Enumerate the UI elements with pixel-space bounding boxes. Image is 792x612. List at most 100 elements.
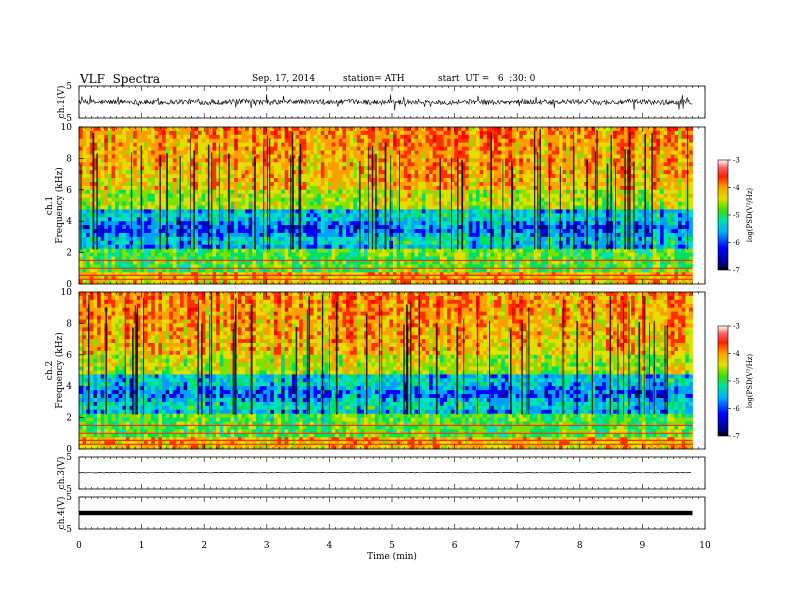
ch1-spectrogram-cell	[400, 217, 405, 222]
ch1-spectrogram-cell	[176, 229, 181, 234]
ch1-spectrogram-cell	[349, 205, 354, 210]
ch1-spectrogram-cell	[641, 205, 646, 210]
ch1-spectrogram-cell	[241, 158, 246, 163]
ch1-spectrogram-cell	[443, 130, 448, 136]
ch1-spectrogram-cell	[277, 150, 282, 155]
ch1-spectrogram-cell	[490, 217, 495, 222]
ch1-spectrogram-cell	[663, 205, 668, 210]
ch1-spectrogram-cell	[652, 189, 657, 195]
ch1-spectrogram-cell	[302, 166, 307, 171]
ch1-spectrogram-cell	[465, 146, 470, 151]
ch1-spectrogram-cell	[364, 217, 369, 222]
ch1-spectrogram-cell	[461, 205, 466, 210]
ch1-spectrogram-cell	[346, 127, 351, 132]
ch1-spectrogram-cell	[378, 232, 383, 238]
ch1-spectrogram-cell	[537, 150, 542, 155]
ch1-spectrogram-cell	[573, 174, 578, 179]
ch1-spectrogram-cell	[656, 232, 661, 238]
ch1-spectrogram-cell	[414, 150, 419, 155]
ch1-spectrogram-cell	[136, 185, 141, 191]
ch1-spectrogram-cell	[82, 166, 87, 171]
ch1-spectrogram-cell	[259, 217, 264, 222]
ch1-spectrogram-cell	[688, 127, 693, 132]
ch1-spectrogram-cell	[259, 150, 264, 155]
ch1-spectrogram-cell	[555, 201, 560, 206]
ch1-spectrogram-cell	[530, 225, 535, 230]
ch1-spectrogram-cell	[573, 225, 578, 230]
ch1-spectrogram-cell	[634, 158, 639, 163]
ch1-spectrogram-cell	[660, 158, 665, 163]
ch1-spectrogram-cell	[537, 201, 542, 206]
ch1-spectrogram-cell	[439, 201, 444, 206]
ch1-spectrogram-cell	[284, 150, 289, 155]
ch1-spectrogram-cell	[169, 213, 174, 218]
ch1-spectrogram-cell	[577, 174, 582, 179]
ch1-spectrogram-cell	[605, 158, 610, 163]
ch1-spectrogram-cell	[414, 166, 419, 171]
ch1-spectrogram-cell	[526, 217, 531, 222]
ch1-spectrogram-cell	[389, 154, 394, 159]
ch1-spectrogram-cell	[147, 197, 152, 202]
ch1-spectrogram-cell	[273, 201, 278, 206]
ch1-spectrogram-cell	[219, 178, 224, 183]
ch1-spectrogram-cell	[382, 189, 387, 195]
ch1-spectrogram-cell	[147, 213, 152, 218]
ch1-spectrogram-cell	[281, 174, 286, 179]
ch1-spectrogram-cell	[331, 150, 336, 155]
ch1-spectrogram-cell	[490, 162, 495, 167]
ch1-spectrogram-cell	[299, 134, 304, 140]
ch1-spectrogram-cell	[295, 150, 300, 155]
ch1-spectrogram-cell	[418, 205, 423, 210]
ch1-spectrogram-cell	[569, 134, 574, 140]
ch1-spectrogram-cell	[584, 127, 589, 132]
ch1-spectrogram-cell	[436, 158, 441, 163]
ch1-spectrogram-cell	[602, 127, 607, 132]
ch1-spectrogram-cell	[306, 127, 311, 132]
ch1-spectrogram-cell	[602, 225, 607, 230]
ch1-spectrogram-cell	[468, 209, 473, 214]
ch1-spectrogram-cell	[475, 146, 480, 151]
ch1-spectrogram-cell	[497, 197, 502, 202]
ch1-spectrogram-cell	[620, 138, 625, 144]
ch1-spectrogram-cell	[378, 150, 383, 155]
ch1-spectrogram-cell	[497, 232, 502, 238]
ch1-spectrogram-cell	[400, 189, 405, 195]
ch1-spectrogram-cell	[353, 229, 358, 234]
ch1-spectrogram-cell	[613, 154, 618, 159]
ch1-spectrogram-cell	[587, 162, 592, 167]
ch1-spectrogram-cell	[396, 221, 401, 226]
ch1-spectrogram-cell	[140, 229, 145, 234]
ch1-spectrogram-cell	[389, 185, 394, 191]
ch1-spectrogram-cell	[122, 174, 127, 179]
ch1-spectrogram-cell	[118, 217, 123, 222]
ch1-spectrogram-cell	[140, 178, 145, 183]
ch1-spectrogram-cell	[183, 154, 188, 159]
ch1-spectrogram-cell	[432, 193, 437, 199]
ch1-spectrogram-cell	[320, 134, 325, 140]
ch1-spectrogram-cell	[537, 213, 542, 218]
ch1-spectrogram-cell	[147, 134, 152, 140]
ch1-spectrogram-cell	[93, 201, 98, 206]
ch1-spectrogram-cell	[436, 217, 441, 222]
ch1-spectrogram-cell	[526, 166, 531, 171]
ch1-spectrogram-cell	[284, 193, 289, 199]
ch1-spectrogram-cell	[346, 193, 351, 199]
ch1-spectrogram-cell	[346, 162, 351, 167]
ch1-spectrogram-cell	[400, 225, 405, 230]
ch1-spectrogram-cell	[450, 209, 455, 214]
ch1-spectrogram-cell	[328, 162, 333, 167]
ch1-spectrogram-cell	[180, 185, 185, 191]
ch1-spectrogram-cell	[385, 193, 390, 199]
ch1-spectrogram-cell	[212, 134, 217, 140]
ch1-spectrogram-cell	[263, 146, 268, 151]
ch1-spectrogram-cell	[356, 150, 361, 155]
ch1-spectrogram-cell	[663, 134, 668, 140]
ch1-spectrogram-cell	[234, 225, 239, 230]
ch1-spectrogram-cell	[584, 193, 589, 199]
ch1-spectrogram-cell	[450, 138, 455, 144]
ch1-spectrogram-cell	[223, 142, 228, 148]
ch1-spectrogram-cell	[411, 193, 416, 199]
ch1-spectrogram-cell	[122, 236, 127, 242]
ch1-spectrogram-cell	[100, 162, 105, 167]
ch1-spectrogram-cell	[104, 150, 109, 155]
